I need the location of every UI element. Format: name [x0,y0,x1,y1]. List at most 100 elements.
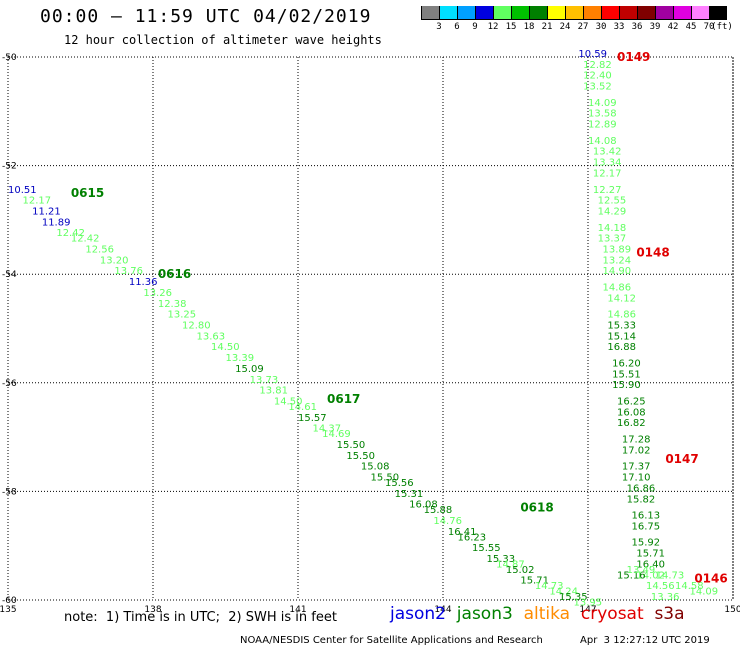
wave-height-value: 12.40 [583,71,612,82]
wave-height-value: 14.56 [646,581,675,592]
pass-label: 0616 [158,267,191,281]
wave-height-value: 15.71 [636,549,665,560]
color-swatch-label: 33 [613,22,625,32]
wave-height-value: 16.13 [632,511,661,522]
y-tick-label: -58 [2,487,17,497]
wave-height-value: 14.29 [598,206,627,217]
wave-height-value: 13.24 [603,255,632,266]
wave-height-value: 15.55 [472,543,501,554]
color-swatch [619,6,637,19]
color-swatch [691,6,709,19]
color-swatch-label: 24 [559,22,571,32]
wave-height-value: 15.33 [487,554,516,565]
color-swatch [709,6,727,19]
wave-height-value: 16.40 [636,559,665,570]
color-swatch [511,6,529,19]
wave-height-value: 11.89 [42,217,71,228]
wave-height-value: 12.42 [71,234,100,245]
wave-height-value: 15.88 [424,505,453,516]
color-swatch-label: 9 [472,22,478,32]
y-tick-label: -60 [2,596,17,606]
color-swatch [637,6,655,19]
wave-height-value: 13.37 [598,234,627,245]
wave-height-value: 12.55 [598,196,627,207]
color-scale-unit: (ft) [711,22,733,32]
wave-height-value: 15.90 [612,380,641,391]
wave-height-value: 15.56 [385,478,414,489]
color-swatch [601,6,619,19]
wave-height-value: 16.23 [458,532,487,543]
color-swatch [583,6,601,19]
wave-height-value: 15.33 [607,321,636,332]
color-swatch [529,6,547,19]
x-tick-label: 141 [289,605,306,615]
wave-height-value: 15.02 [506,565,535,576]
wave-height-value: 13.95 [574,597,603,608]
wave-height-value: 14.61 [288,402,317,413]
wave-height-value: 12.80 [182,321,211,332]
wave-height-value: 12.42 [56,228,85,239]
map-frame [7,56,734,601]
color-swatch-label: 39 [649,22,661,32]
x-tick-label: 144 [434,605,451,615]
pass-label: 0615 [71,186,104,200]
color-swatch [439,6,457,19]
wave-height-value: 14.90 [603,266,632,277]
pass-label: 0146 [694,571,727,585]
wave-height-value: 15.31 [395,489,424,500]
wave-height-value: 17.28 [622,435,651,446]
wave-height-value: 13.20 [100,255,129,266]
x-tick-label: 135 [0,605,17,615]
wave-height-value: 14.50 [211,342,240,353]
wave-height-value: 13.89 [603,244,632,255]
wave-height-value: 14.02 [636,570,665,581]
wave-height-value: 14.73 [535,581,564,592]
wave-height-value: 15.16 [617,570,646,581]
color-swatch-label: 15 [505,22,517,32]
wave-height-value: 13.52 [583,82,612,93]
wave-height-value: 15.51 [612,369,641,380]
color-swatch-label: 36 [631,22,643,32]
wave-height-value: 16.41 [448,527,477,538]
wave-height-value: 15.50 [346,451,375,462]
wave-height-value: 17.37 [622,462,651,473]
wave-height-value: 16.82 [617,418,646,429]
wave-height-value: 15.14 [607,331,636,342]
wave-height-value: 14.87 [496,559,525,570]
pass-label: 0148 [636,245,669,259]
wave-height-value: 13.76 [114,266,143,277]
color-swatch-label: 45 [685,22,697,32]
credit-text: NOAA/NESDIS Center for Satellite Applica… [240,635,543,646]
map-grid [7,56,734,601]
color-swatch-label: 30 [595,22,607,32]
x-tick-label: 147 [579,605,596,615]
wave-height-value: 12.89 [588,120,617,131]
wave-height-value: 12.56 [85,244,114,255]
wave-height-value: 14.76 [433,516,462,527]
wave-height-value: 15.82 [627,494,656,505]
wave-height-value: 15.35 [559,592,588,603]
color-swatch-label: 70 [703,22,715,32]
wave-height-value: 13.49 [627,565,656,576]
wave-height-value: 13.42 [593,147,622,158]
map-title: 00:00 – 11:59 UTC 04/02/2019 [40,6,372,27]
wave-height-value: 14.12 [607,293,636,304]
wave-height-value: 14.50 [274,397,303,408]
pass-labels: 0615 0616 0617 0618 0149 0148 0147 0146 [71,50,728,585]
wave-height-value: 10.51 [8,185,37,196]
wave-height-value: 14.86 [607,310,636,321]
y-tick-label: -54 [2,270,17,280]
wave-height-value: 15.50 [371,473,400,484]
map-subtitle: 12 hour collection of altimeter wave hei… [64,33,382,47]
wave-height-value: 14.69 [322,429,351,440]
wave-height-value: 12.17 [23,196,52,207]
wave-height-value: 10.59 [578,49,607,60]
wave-height-value: 16.20 [612,359,641,370]
color-swatch [673,6,691,19]
wave-height-value: 15.50 [337,440,366,451]
color-swatch [493,6,511,19]
timestamp-text: Apr 3 12:27:12 UTC 2019 [580,635,710,646]
pass-label: 0617 [327,392,360,406]
wave-height-value: 13.39 [226,353,255,364]
